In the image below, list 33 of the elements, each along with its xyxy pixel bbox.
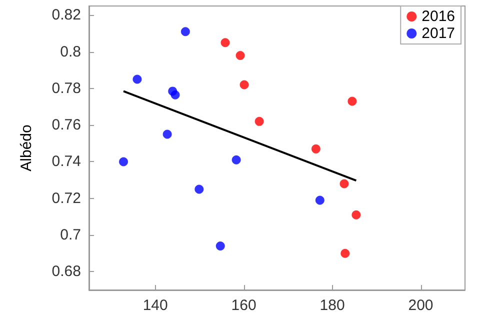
- point: [348, 96, 357, 106]
- point: [311, 144, 320, 154]
- point: [254, 116, 264, 126]
- point: [236, 50, 245, 60]
- y-tick-label: 0.76: [52, 116, 81, 134]
- x-tick-label: 200: [408, 297, 434, 314]
- y-tick-label: 0.7: [60, 226, 81, 244]
- y-tick-label: 0.74: [52, 153, 81, 170]
- point: [340, 248, 350, 258]
- y-tick-label: 0.72: [52, 190, 81, 207]
- x-tick-label: 180: [320, 297, 345, 314]
- point: [170, 90, 180, 100]
- point: [220, 38, 230, 48]
- point: [340, 179, 349, 188]
- point: [162, 130, 172, 139]
- point: [216, 242, 225, 251]
- x-tick-label: 140: [142, 297, 168, 314]
- x-tick-label: 160: [231, 297, 256, 314]
- point: [240, 80, 249, 90]
- y-tick-label: 0.78: [52, 80, 81, 97]
- y-axis-title: Albédo: [18, 124, 35, 172]
- y-tick-label: 0.82: [52, 6, 81, 24]
- point: [194, 184, 204, 194]
- point: [119, 157, 128, 166]
- point: [180, 27, 190, 36]
- point: [132, 74, 142, 84]
- legend-label: 2016: [422, 8, 456, 25]
- point: [352, 210, 361, 220]
- legend-label: 2017: [422, 25, 456, 42]
- y-tick-label: 0.68: [52, 263, 81, 280]
- point: [315, 196, 324, 205]
- point: [232, 155, 241, 164]
- y-tick-label: 0.8: [60, 43, 81, 60]
